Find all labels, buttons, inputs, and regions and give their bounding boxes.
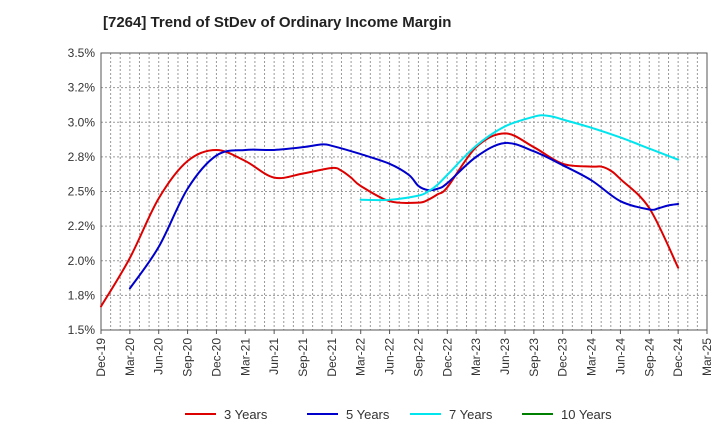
y-tick-label: 2.2%	[68, 219, 96, 233]
x-tick-label: Sep-20	[181, 338, 195, 377]
x-tick-label: Mar-20	[123, 338, 137, 376]
x-tick-label: Jun-23	[498, 338, 512, 375]
legend-layer: 3 Years 5 Years 7 Years 10 Years	[185, 407, 612, 422]
x-tick-label: Mar-25	[700, 338, 714, 376]
x-tick-label: Jun-24	[613, 338, 627, 375]
x-tick-label: Dec-24	[671, 338, 685, 377]
legend-label-3-years: 3 Years	[224, 407, 268, 422]
x-tick-label: Sep-22	[411, 338, 425, 377]
x-tick-label: Dec-19	[94, 338, 108, 377]
x-tick-label: Mar-24	[585, 338, 599, 376]
y-tick-label: 3.2%	[68, 81, 96, 95]
y-tick-label: 1.5%	[68, 323, 96, 337]
axis-layer: 1.5% 1.8% 2.0% 2.2% 2.5% 2.8% 3.0% 3.2% 3.5% Dec-…	[68, 46, 714, 377]
y-tick-label: 3.5%	[68, 46, 96, 60]
x-tick-label: Jun-22	[383, 338, 397, 375]
x-tick-label: Mar-23	[469, 338, 483, 376]
plot-area	[101, 53, 707, 330]
legend-label-7-years: 7 Years	[449, 407, 493, 422]
grid-layer	[100, 52, 708, 331]
y-tick-label: 3.0%	[68, 115, 96, 129]
legend-label-5-years: 5 Years	[346, 407, 390, 422]
x-tick-label: Jun-21	[267, 338, 281, 375]
y-tick-label: 2.8%	[68, 150, 96, 164]
y-tick-label: 1.8%	[68, 288, 96, 302]
x-tick-label: Dec-21	[325, 338, 339, 377]
x-tick-label: Mar-21	[238, 338, 252, 376]
x-tick-label: Jun-20	[152, 338, 166, 375]
y-tick-label: 2.5%	[68, 185, 96, 199]
x-tick-label: Sep-23	[527, 338, 541, 377]
plot-border	[100, 52, 708, 331]
series-layer	[100, 114, 680, 308]
series-line-5-years	[128, 141, 680, 290]
x-tick-label: Dec-22	[440, 338, 454, 377]
chart-title: [7264] Trend of StDev of Ordinary Income…	[103, 14, 452, 31]
x-tick-label: Dec-23	[556, 338, 570, 377]
x-tick-label: Mar-22	[354, 338, 368, 376]
x-tick-label: Dec-20	[209, 338, 223, 377]
legend-label-10-years: 10 Years	[561, 407, 612, 422]
x-tick-label: Sep-21	[296, 338, 310, 377]
series-line-3-years	[100, 132, 680, 308]
y-tick-label: 2.0%	[68, 254, 96, 268]
series-line-7-years	[359, 114, 680, 202]
x-tick-label: Sep-24	[642, 338, 656, 377]
